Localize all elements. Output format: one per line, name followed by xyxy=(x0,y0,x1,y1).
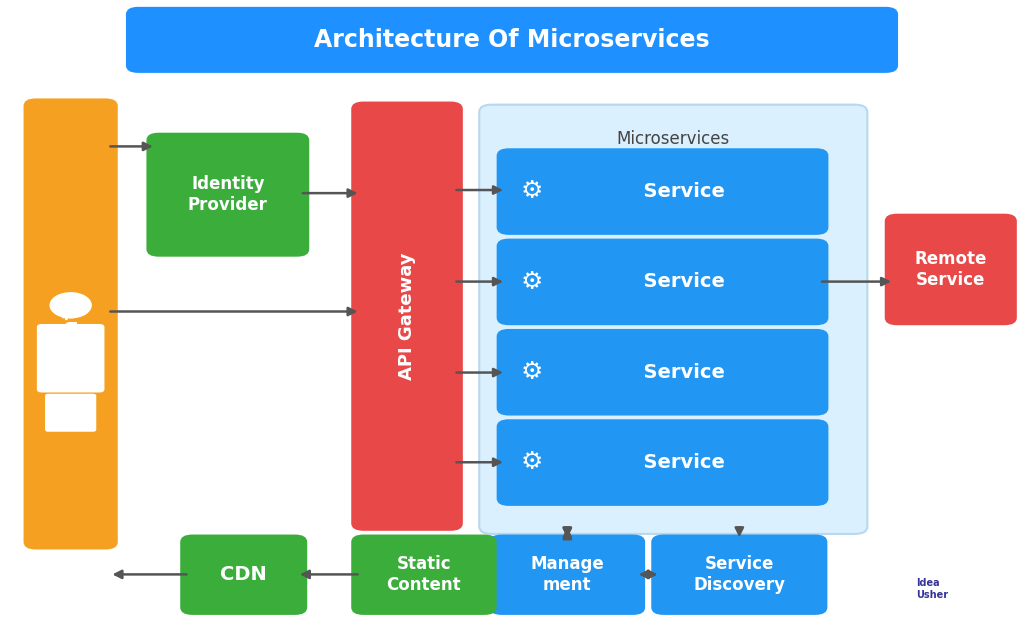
FancyBboxPatch shape xyxy=(497,329,828,416)
FancyBboxPatch shape xyxy=(651,535,827,615)
FancyBboxPatch shape xyxy=(180,535,307,615)
Text: Manage
ment: Manage ment xyxy=(530,555,604,594)
Text: Service
Discovery: Service Discovery xyxy=(693,555,785,594)
FancyBboxPatch shape xyxy=(45,394,96,432)
Text: API Gateway: API Gateway xyxy=(398,252,416,380)
Text: Idea
Usher: Idea Usher xyxy=(916,578,948,599)
Text: ⚙: ⚙ xyxy=(520,179,543,203)
Text: Service: Service xyxy=(631,363,725,382)
FancyBboxPatch shape xyxy=(885,214,1017,325)
Text: Client: Client xyxy=(60,308,81,377)
FancyBboxPatch shape xyxy=(497,148,828,235)
Text: CDN: CDN xyxy=(220,565,267,584)
Text: Static
Content: Static Content xyxy=(387,555,461,594)
Text: Architecture Of Microservices: Architecture Of Microservices xyxy=(314,28,710,52)
Text: ⚙: ⚙ xyxy=(520,450,543,474)
Text: Service: Service xyxy=(631,453,725,472)
FancyBboxPatch shape xyxy=(146,133,309,257)
Text: ⚙: ⚙ xyxy=(520,360,543,384)
FancyBboxPatch shape xyxy=(126,7,898,73)
Circle shape xyxy=(50,293,91,318)
Text: Service: Service xyxy=(631,182,725,201)
Text: Remote
Service: Remote Service xyxy=(914,250,987,289)
Text: ⚙: ⚙ xyxy=(520,270,543,293)
FancyBboxPatch shape xyxy=(24,98,118,549)
FancyBboxPatch shape xyxy=(351,102,463,531)
FancyBboxPatch shape xyxy=(497,239,828,325)
Text: Service: Service xyxy=(631,272,725,292)
Text: Microservices: Microservices xyxy=(616,130,730,148)
FancyBboxPatch shape xyxy=(351,535,497,615)
Text: Identity
Provider: Identity Provider xyxy=(187,175,268,214)
FancyBboxPatch shape xyxy=(479,105,867,534)
FancyBboxPatch shape xyxy=(37,324,104,392)
FancyBboxPatch shape xyxy=(497,419,828,506)
FancyBboxPatch shape xyxy=(489,535,645,615)
